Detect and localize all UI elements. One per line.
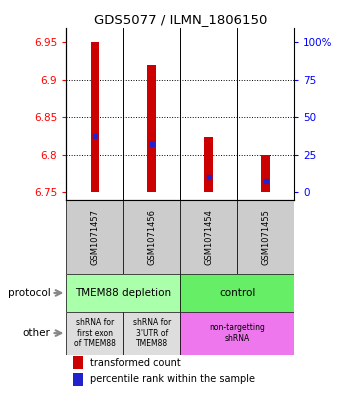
Bar bbox=[180, 274, 294, 312]
Text: GSM1071455: GSM1071455 bbox=[261, 209, 270, 265]
Bar bbox=[123, 312, 180, 354]
Text: shRNA for
first exon
of TMEM88: shRNA for first exon of TMEM88 bbox=[74, 318, 116, 348]
Bar bbox=[66, 200, 123, 274]
Text: transformed count: transformed count bbox=[90, 358, 181, 367]
Title: GDS5077 / ILMN_1806150: GDS5077 / ILMN_1806150 bbox=[94, 13, 267, 26]
Bar bbox=[180, 312, 294, 354]
Text: GSM1071457: GSM1071457 bbox=[90, 209, 99, 265]
Bar bbox=[180, 200, 237, 274]
Bar bbox=[90, 42, 99, 192]
Bar bbox=[66, 274, 180, 312]
Bar bbox=[73, 356, 83, 369]
Bar bbox=[148, 65, 156, 192]
Text: shRNA for
3'UTR of
TMEM88: shRNA for 3'UTR of TMEM88 bbox=[133, 318, 171, 348]
Bar bbox=[204, 137, 213, 192]
Bar bbox=[66, 312, 123, 354]
Text: non-targetting
shRNA: non-targetting shRNA bbox=[209, 323, 265, 343]
Text: protocol: protocol bbox=[7, 288, 50, 298]
Bar bbox=[261, 155, 270, 192]
Text: percentile rank within the sample: percentile rank within the sample bbox=[90, 374, 255, 384]
Text: control: control bbox=[219, 288, 255, 298]
Text: GSM1071454: GSM1071454 bbox=[204, 209, 213, 265]
Bar bbox=[73, 373, 83, 386]
Text: other: other bbox=[22, 328, 50, 338]
Bar bbox=[237, 200, 294, 274]
Bar bbox=[123, 200, 180, 274]
Text: TMEM88 depletion: TMEM88 depletion bbox=[75, 288, 171, 298]
Text: GSM1071456: GSM1071456 bbox=[147, 209, 156, 265]
